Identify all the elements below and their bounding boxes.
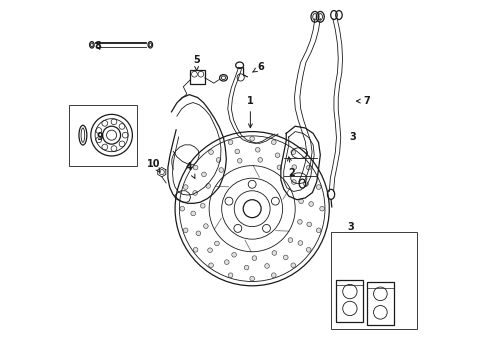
Circle shape	[193, 165, 198, 170]
Circle shape	[317, 185, 321, 189]
Circle shape	[193, 247, 198, 252]
Circle shape	[250, 136, 254, 141]
Text: 9: 9	[97, 132, 103, 142]
Circle shape	[224, 260, 229, 265]
Circle shape	[219, 168, 223, 172]
Circle shape	[297, 220, 302, 224]
Bar	[367, 282, 394, 325]
Text: 3: 3	[349, 132, 356, 142]
Text: 10: 10	[147, 159, 160, 172]
Text: 2: 2	[288, 157, 295, 178]
Circle shape	[275, 153, 280, 158]
Circle shape	[191, 211, 196, 216]
Circle shape	[271, 140, 276, 144]
Circle shape	[244, 265, 249, 270]
Bar	[337, 280, 364, 321]
Circle shape	[232, 252, 237, 257]
Circle shape	[317, 228, 321, 233]
Circle shape	[292, 180, 296, 184]
Text: 6: 6	[252, 62, 265, 72]
Circle shape	[292, 165, 296, 170]
Circle shape	[265, 264, 270, 268]
Circle shape	[180, 206, 185, 211]
Text: 4: 4	[186, 162, 195, 178]
Circle shape	[201, 172, 206, 177]
Circle shape	[183, 185, 188, 189]
Circle shape	[200, 203, 205, 208]
Circle shape	[271, 273, 276, 278]
Bar	[191, 70, 205, 84]
Text: 8: 8	[95, 41, 101, 50]
Circle shape	[306, 165, 311, 170]
Circle shape	[250, 276, 254, 281]
Text: 7: 7	[356, 96, 370, 106]
Circle shape	[235, 149, 240, 154]
Circle shape	[277, 165, 282, 170]
Circle shape	[209, 150, 214, 154]
Circle shape	[291, 150, 295, 154]
Circle shape	[206, 184, 211, 188]
Circle shape	[299, 199, 303, 204]
Circle shape	[309, 202, 314, 206]
Circle shape	[283, 255, 288, 260]
Circle shape	[307, 222, 312, 227]
Circle shape	[320, 206, 324, 211]
Circle shape	[237, 158, 242, 163]
Circle shape	[228, 273, 233, 278]
Bar	[69, 105, 137, 166]
Circle shape	[304, 182, 308, 186]
Circle shape	[291, 263, 295, 267]
Circle shape	[196, 231, 201, 236]
Circle shape	[298, 240, 303, 245]
Circle shape	[272, 251, 277, 255]
Circle shape	[258, 158, 263, 162]
Circle shape	[208, 248, 212, 253]
Circle shape	[183, 228, 188, 233]
Circle shape	[215, 241, 219, 246]
Circle shape	[216, 158, 221, 162]
Circle shape	[306, 247, 311, 252]
Circle shape	[252, 256, 257, 260]
Text: 5: 5	[193, 55, 200, 71]
Text: 1: 1	[247, 96, 254, 128]
Circle shape	[209, 263, 214, 267]
Circle shape	[193, 191, 197, 195]
Text: 3: 3	[347, 222, 354, 232]
Circle shape	[203, 224, 208, 229]
Circle shape	[255, 148, 260, 152]
Circle shape	[288, 238, 293, 242]
Circle shape	[228, 140, 233, 144]
Bar	[331, 232, 417, 329]
